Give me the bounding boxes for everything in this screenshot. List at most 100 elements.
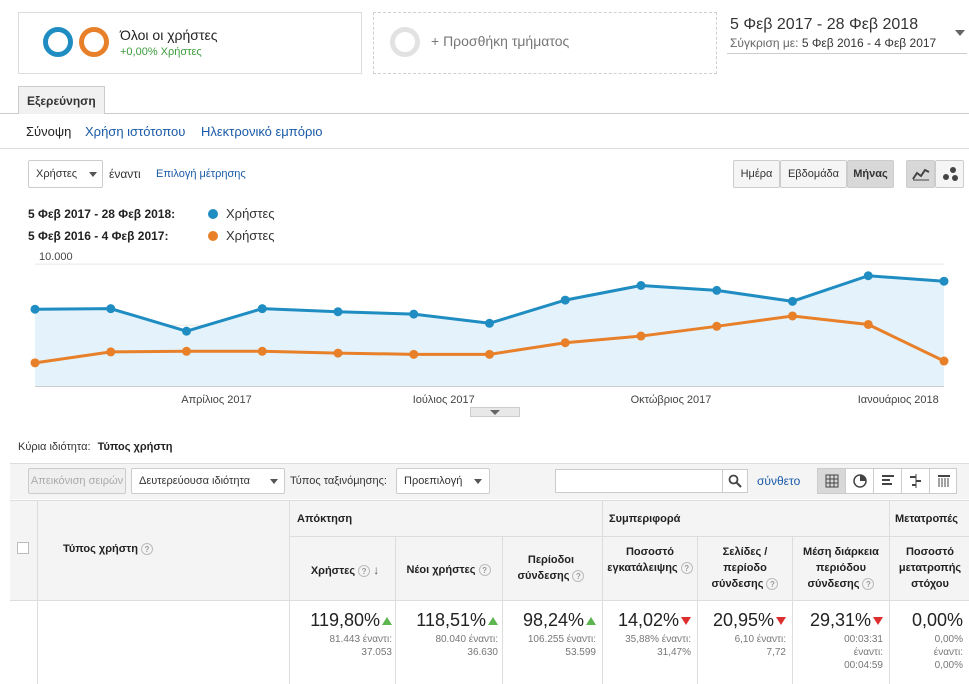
bars-icon	[882, 475, 894, 485]
total-percent-value: 118,51%	[416, 610, 486, 630]
comparison-line: 00:03:31	[844, 634, 883, 645]
group-underline	[289, 536, 969, 537]
help-icon[interactable]: ?	[572, 570, 585, 583]
comparison-line: 35,88% έναντι:	[625, 634, 691, 645]
data-point-current	[560, 295, 570, 305]
col-header-label: Μέση διάρκεια περιόδου σύνδεσης	[803, 546, 879, 590]
data-point-previous	[30, 358, 40, 368]
dimension-header-label: Τύπος χρήστη	[63, 543, 138, 555]
chart-collapse-handle[interactable]	[470, 407, 520, 417]
comparison-line: 36.630	[467, 647, 498, 658]
total-percent-change: 14,02%	[618, 610, 691, 631]
date-range-dropdown-icon[interactable]	[955, 30, 965, 36]
add-segment-card[interactable]: + Προσθήκη τμήματος	[373, 12, 717, 74]
data-point-current	[712, 285, 722, 295]
date-range-compare[interactable]: Σύγκριση με: 5 Φεβ 2016 - 4 Φεβ 2017	[730, 36, 936, 50]
segment-all-users-card[interactable]: Όλοι οι χρήστες +0,00% Χρήστες	[18, 12, 362, 74]
metric-select[interactable]: Χρήστες	[28, 160, 103, 188]
bubble-chart-icon	[942, 167, 958, 181]
period-week-button[interactable]: Εβδομάδα	[780, 160, 847, 188]
col-header-users[interactable]: Χρήστες ? ↓	[295, 562, 395, 579]
col-header-label: Ποσοστό εγκατάλειψης	[607, 546, 678, 574]
compare-range: 5 Φεβ 2016 - 4 Φεβ 2017	[801, 36, 937, 50]
chevron-down-icon	[270, 479, 278, 484]
total-percent-value: 14,02%	[617, 610, 679, 630]
chevron-down-icon	[89, 172, 97, 177]
comparison-view-toggle[interactable]	[902, 469, 930, 493]
secondary-dimension-select[interactable]: Δευτερεύουσα ιδιότητα	[131, 468, 285, 494]
help-icon[interactable]: ?	[680, 562, 693, 575]
col-header-new-users[interactable]: Νέοι χρήστες ?	[396, 562, 501, 578]
table-search-input[interactable]	[555, 469, 723, 493]
primary-dimension-label: Κύρια ιδιότητα:	[18, 441, 91, 453]
date-range-main[interactable]: 5 Φεβ 2017 - 28 Φεβ 2018	[730, 16, 919, 33]
pivot-view-toggle[interactable]	[930, 469, 957, 493]
data-point-current	[106, 304, 116, 314]
motion-chart-toggle[interactable]	[935, 160, 964, 188]
sort-desc-icon[interactable]: ↓	[373, 563, 380, 577]
primary-dimension-value[interactable]: Τύπος χρήστη	[97, 441, 173, 453]
period-day-button[interactable]: Ημέρα	[733, 160, 780, 188]
arrow-up-icon	[488, 617, 498, 626]
group-behavior: Συμπεριφορά	[609, 513, 681, 525]
select-all-checkbox[interactable]	[17, 542, 29, 554]
help-icon[interactable]: ?	[862, 578, 875, 591]
x-tick-label: Ιανουάριος 2018	[858, 394, 939, 406]
x-tick-label: Οκτώβριος 2017	[631, 394, 712, 406]
comparison-line: έναντι:	[933, 647, 963, 658]
legend-range-current: 5 Φεβ 2017 - 28 Φεβ 2018:	[28, 207, 176, 221]
help-icon[interactable]: ?	[478, 564, 491, 577]
subnav-divider	[0, 148, 969, 149]
col-header-label: Σελίδες / περίοδο σύνδεσης	[711, 546, 768, 590]
line-chart-toggle[interactable]	[906, 160, 935, 188]
dimension-header[interactable]: Τύπος χρήστη ?	[63, 541, 153, 557]
comparison-line: 106.255 έναντι:	[527, 634, 596, 645]
help-icon[interactable]: ?	[141, 543, 153, 556]
col-header-pages-per-session[interactable]: Σελίδες / περίοδο σύνδεσης ?	[700, 544, 790, 592]
total-comparison-values: 00:03:31 έναντι: 00:04:59	[844, 633, 883, 672]
subnav-site-usage[interactable]: Χρήση ιστότοπου	[85, 124, 186, 139]
tab-explore[interactable]: Εξερεύνηση	[18, 86, 105, 114]
comparison-line: 37.053	[361, 647, 392, 658]
add-segment-label: + Προσθήκη τμήματος	[431, 33, 570, 49]
performance-view-toggle[interactable]	[874, 469, 902, 493]
comparison-icon	[910, 474, 921, 488]
col-header-label: Ποσοστό μετατροπής στόχου	[898, 546, 962, 590]
pivot-icon	[938, 475, 950, 487]
col-header-bounce-rate[interactable]: Ποσοστό εγκατάλειψης ?	[605, 544, 695, 576]
comparison-line: 00:04:59	[844, 660, 883, 671]
x-tick-label: Απρίλιος 2017	[181, 394, 252, 406]
subnav-overview[interactable]: Σύνοψη	[26, 124, 72, 139]
sort-type-label: Τύπος ταξινόμησης:	[290, 475, 387, 487]
col-header-goal-conversion-rate[interactable]: Ποσοστό μετατροπής στόχου	[892, 544, 968, 592]
col-header-sessions[interactable]: Περίοδοι σύνδεσης ?	[506, 552, 596, 584]
legend-dot-previous	[208, 231, 218, 241]
help-icon[interactable]: ?	[358, 565, 371, 578]
help-icon[interactable]: ?	[766, 578, 779, 591]
totals-row	[10, 600, 969, 684]
data-point-current	[409, 309, 419, 319]
search-button[interactable]	[722, 469, 748, 493]
comparison-line: 0,00%	[934, 634, 963, 645]
total-percent-value: 0,00%	[911, 610, 963, 630]
total-comparison-values: 6,10 έναντι: 7,72	[735, 633, 786, 659]
total-percent-value: 20,95%	[712, 610, 774, 630]
col-header-avg-session-duration[interactable]: Μέση διάρκεια περιόδου σύνδεσης ?	[795, 544, 887, 592]
data-point-previous	[485, 349, 494, 359]
subnav-ecommerce[interactable]: Ηλεκτρονικό εμπόριο	[201, 124, 323, 139]
sort-type-select[interactable]: Προεπιλογή	[396, 468, 490, 494]
total-percent-change: 0,00%	[912, 610, 963, 631]
comparison-line: 6,10 έναντι:	[734, 634, 786, 645]
advanced-filter-link[interactable]: σύνθετο	[757, 474, 801, 488]
view-switcher	[817, 468, 957, 494]
plot-rows-button[interactable]: Απεικόνιση σειρών	[28, 468, 126, 494]
tab-divider	[0, 113, 969, 114]
data-point-current	[30, 304, 40, 314]
period-month-button[interactable]: Μήνας	[847, 160, 894, 188]
select-metric-link[interactable]: Επιλογή μέτρησης	[156, 168, 246, 180]
line-chart-icon	[911, 168, 929, 181]
arrow-down-icon	[873, 617, 883, 626]
pie-view-toggle[interactable]	[846, 469, 874, 493]
column-divider	[37, 500, 38, 684]
table-view-toggle[interactable]	[818, 469, 846, 493]
